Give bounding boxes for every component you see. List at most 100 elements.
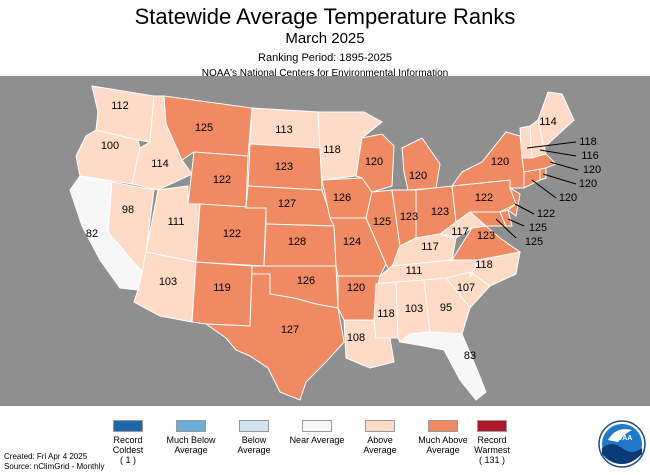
legend-swatch <box>477 420 507 432</box>
rank-label-me: 114 <box>539 116 557 128</box>
rank-label-fl: 83 <box>464 350 476 362</box>
map-subtitle: March 2025 <box>285 30 365 47</box>
legend-record-coldest: Record Coldest ( 1 ) <box>100 420 156 465</box>
rank-label-tn: 111 <box>406 265 423 277</box>
rank-label-il: 125 <box>373 216 391 228</box>
rank-label-ct: 120 <box>559 192 577 204</box>
rank-label-ky: 117 <box>421 241 439 253</box>
legend-swatch <box>428 420 458 432</box>
state-nm <box>191 261 253 327</box>
us-map: 112 100 82 98 114 125 122 111 122 103 11… <box>0 76 650 406</box>
rank-label-va: 123 <box>477 230 495 242</box>
rank-label-tx: 127 <box>281 324 299 336</box>
legend-label: Much Below Average <box>166 435 216 455</box>
rank-label-ny: 120 <box>491 156 509 168</box>
rank-label-mt: 125 <box>195 122 213 134</box>
rank-label-al: 103 <box>405 303 423 315</box>
leader-ma <box>549 161 579 171</box>
noaa-logo-text: NOAA <box>612 435 633 442</box>
rank-label-ut: 111 <box>168 216 185 228</box>
state-nj <box>507 186 521 217</box>
noaa-logo-icon: NOAA <box>598 420 646 468</box>
rank-label-nj: 122 <box>537 208 555 220</box>
header: Statewide Average Temperature Ranks Marc… <box>0 0 650 80</box>
leader-de <box>507 218 525 227</box>
rank-label-ma: 120 <box>583 164 601 176</box>
legend-sublabel: ( 1 ) <box>119 455 136 465</box>
rank-label-oh: 123 <box>431 206 449 218</box>
legend-below: Below Average <box>226 420 282 455</box>
rank-label-nv: 98 <box>122 204 134 216</box>
rank-label-ms: 118 <box>377 308 395 320</box>
rank-label-ks: 128 <box>288 236 306 248</box>
rank-label-ca: 82 <box>86 228 98 240</box>
legend-label: Below Average <box>237 435 271 455</box>
rank-label-ne: 127 <box>278 198 296 210</box>
rank-label-mi: 120 <box>409 170 427 182</box>
leader-nh <box>539 149 577 157</box>
legend-swatch <box>365 420 395 432</box>
state-fl <box>398 331 487 401</box>
map-title: Statewide Average Temperature Ranks <box>134 4 516 29</box>
rank-label-or: 100 <box>101 140 119 152</box>
rank-label-nc: 118 <box>475 259 493 271</box>
legend-swatch <box>113 420 143 432</box>
rank-label-ia: 126 <box>333 192 351 204</box>
leader-ri <box>542 173 577 185</box>
legend-label: Record Coldest <box>112 435 144 455</box>
legend-record-warmest: Record Warmest ( 131 ) <box>464 420 520 465</box>
legend-above: Above Average <box>352 420 408 455</box>
rank-label-sc: 107 <box>457 282 475 294</box>
rank-label-md: 125 <box>525 236 543 248</box>
legend-swatch <box>176 420 206 432</box>
legend-sublabel: ( 131 ) <box>478 455 505 465</box>
noaa-logo: NOAA <box>598 420 646 468</box>
rank-label-pa: 122 <box>475 192 493 204</box>
rank-label-de: 125 <box>529 222 547 234</box>
leader-md <box>495 218 517 239</box>
rank-label-wi: 120 <box>365 156 383 168</box>
state-or <box>75 129 141 185</box>
leader-vt <box>526 141 577 149</box>
rank-label-sd: 123 <box>275 161 293 173</box>
legend-label: Much Above Average <box>418 435 468 455</box>
state-wi <box>355 133 395 193</box>
state-me <box>537 91 575 150</box>
rank-label-nh: 116 <box>581 150 599 162</box>
footer: Created: Fri Apr 4 2025 Source: nClimGri… <box>4 452 104 472</box>
rank-label-id: 114 <box>151 158 169 170</box>
rank-label-ri: 120 <box>579 178 597 190</box>
created-date: Created: Fri Apr 4 2025 <box>4 452 88 461</box>
state-ga <box>423 277 471 335</box>
legend-near: Near Average <box>289 420 345 445</box>
leader-nj <box>514 203 535 215</box>
rank-label-mn: 118 <box>323 144 341 156</box>
state-tx <box>204 273 345 401</box>
legend-label: Above Average <box>363 435 397 455</box>
rank-label-in: 123 <box>400 211 418 223</box>
legend-swatch <box>239 420 269 432</box>
legend: Record Coldest ( 1 ) Much Below Average … <box>100 420 520 470</box>
agency-line: NOAA's National Centers for Environmenta… <box>201 68 449 79</box>
legend-swatch <box>302 420 332 432</box>
rank-label-ga: 95 <box>440 302 452 314</box>
rank-label-nd: 113 <box>275 124 293 136</box>
state-de <box>499 209 513 227</box>
ranking-period: Ranking Period: 1895-2025 <box>258 52 392 64</box>
legend-much-below: Much Below Average <box>163 420 219 455</box>
rank-label-nm: 119 <box>213 282 231 294</box>
leader-ct <box>531 179 557 199</box>
data-source: Source: nClimGrid - Monthly <box>4 462 105 471</box>
legend-much-above: Much Above Average <box>415 420 471 455</box>
rank-label-wv: 117 <box>451 226 469 238</box>
rank-label-ok: 126 <box>297 275 315 287</box>
rank-label-az: 103 <box>159 276 177 288</box>
rank-label-co: 122 <box>223 228 241 240</box>
rank-label-vt: 118 <box>579 136 597 148</box>
rank-label-ar: 120 <box>347 282 365 294</box>
state-ms <box>373 281 399 339</box>
rank-label-wa: 112 <box>111 100 129 112</box>
rank-label-la: 108 <box>347 332 365 344</box>
map: 112 100 82 98 114 125 122 111 122 103 11… <box>0 76 650 406</box>
rank-label-wy: 122 <box>213 174 231 186</box>
